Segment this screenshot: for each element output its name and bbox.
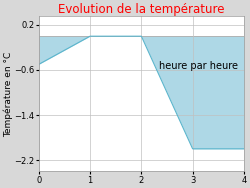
Title: Evolution de la température: Evolution de la température	[58, 3, 224, 17]
Text: heure par heure: heure par heure	[159, 61, 238, 71]
Y-axis label: Température en °C: Température en °C	[4, 51, 13, 136]
